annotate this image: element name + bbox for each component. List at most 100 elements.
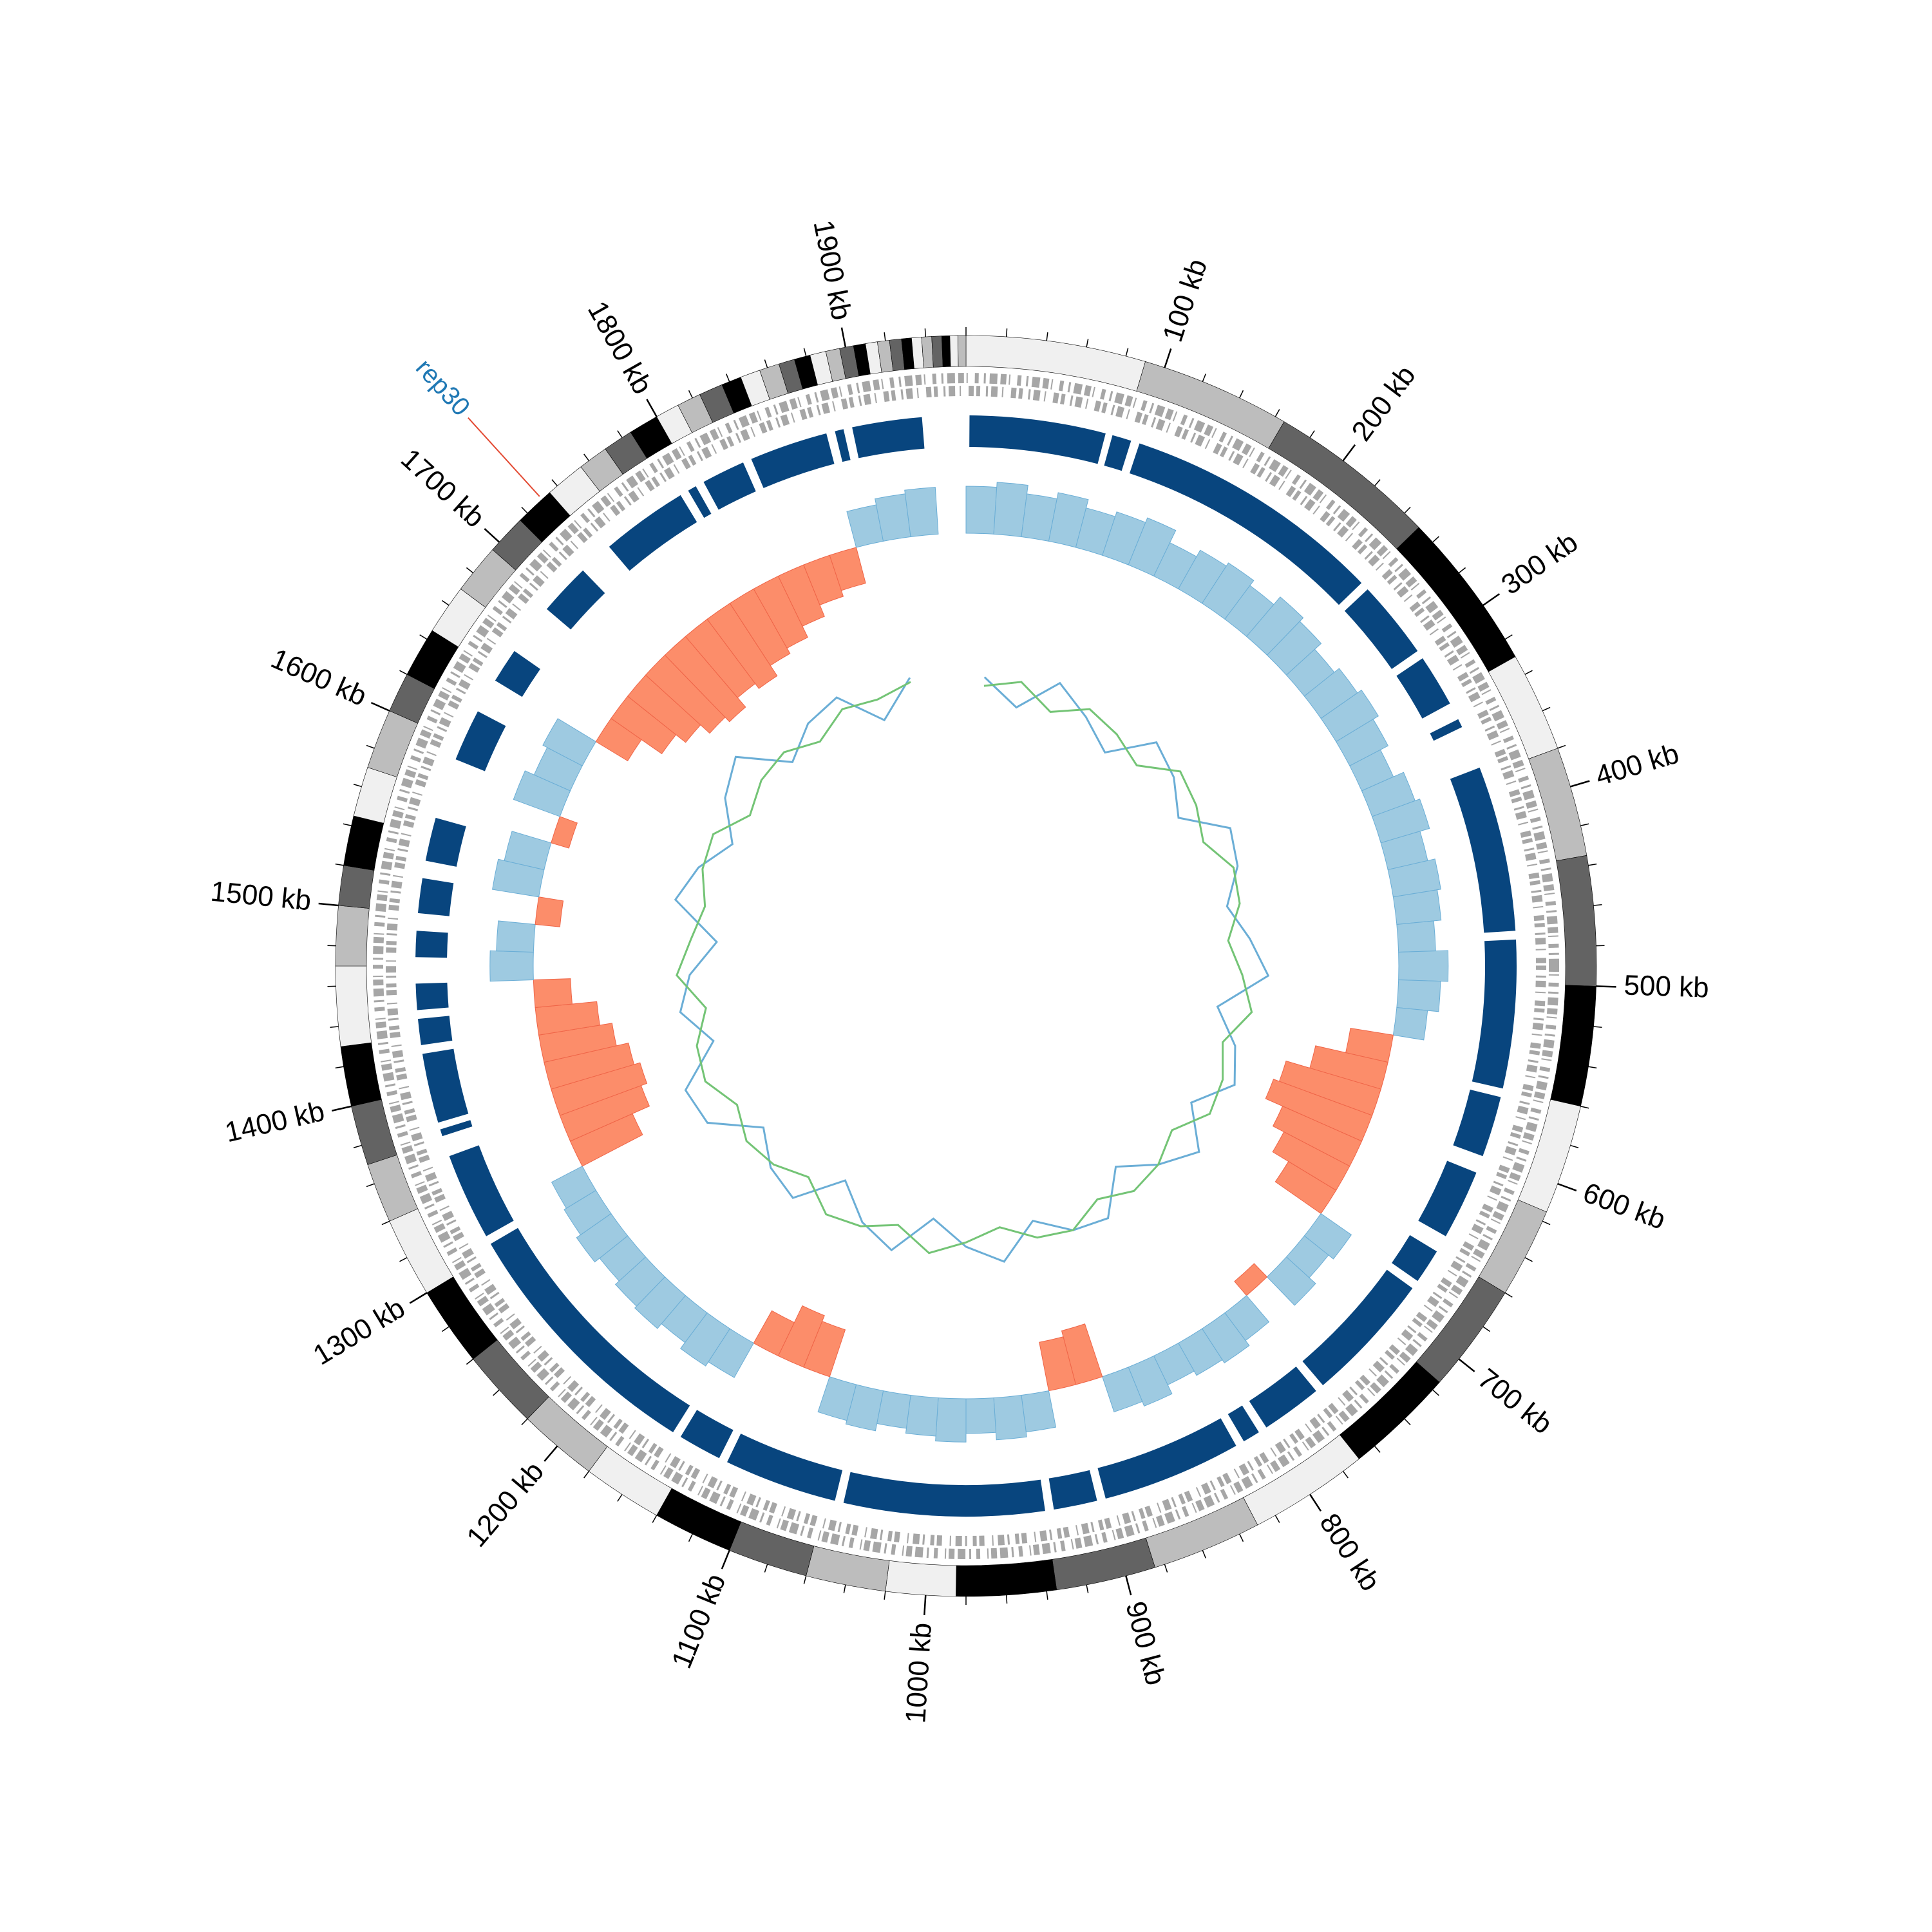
minor-tick [843, 1584, 846, 1593]
minor-tick [583, 453, 590, 461]
major-tick [409, 1292, 428, 1304]
ideogram-band [885, 1560, 957, 1597]
minor-tick [441, 1326, 450, 1332]
feature-block [727, 1434, 843, 1501]
tick-label: 900 kb [1119, 1598, 1171, 1689]
histogram-bar [753, 1310, 795, 1357]
feature-block [1249, 1367, 1316, 1428]
feature-block [1418, 1160, 1477, 1236]
histogram-bar [993, 1394, 1027, 1441]
ideogram-band [367, 1154, 419, 1222]
annotation-line [468, 417, 540, 497]
major-tick [646, 399, 658, 417]
tick-label: 1700 kb [395, 442, 491, 534]
minor-tick [1374, 479, 1381, 487]
feature-block [440, 1120, 473, 1137]
histogram-bar [803, 554, 844, 606]
feature-block [1396, 658, 1450, 719]
ideogram-band [343, 815, 384, 871]
feature-block [609, 495, 697, 571]
minor-tick [353, 1144, 362, 1148]
ideogram-band [389, 1208, 454, 1293]
tick-label: 1800 kb [582, 296, 659, 399]
feature-block [852, 417, 925, 459]
histogram-bar [533, 978, 573, 1009]
feature-block [425, 817, 466, 867]
ideogram-band [729, 1521, 815, 1577]
minor-tick [353, 784, 362, 788]
minor-tick [1588, 1066, 1597, 1069]
ideogram-band [1528, 748, 1587, 862]
minor-tick [617, 430, 623, 438]
ideogram-band [335, 965, 372, 1047]
tick-label: 600 kb [1579, 1177, 1670, 1236]
minor-tick [1458, 567, 1466, 574]
minor-tick [1342, 1471, 1349, 1479]
histogram-bar [538, 1023, 617, 1063]
minor-tick [1482, 1326, 1491, 1332]
minor-tick [335, 1066, 344, 1069]
histogram-bar [551, 1062, 648, 1116]
tick-label: 700 kb [1472, 1363, 1558, 1441]
major-tick [1309, 1493, 1322, 1512]
ideogram-band [527, 1396, 608, 1472]
minor-tick [688, 1533, 693, 1542]
histogram-bar [544, 1043, 635, 1090]
minor-tick [1542, 1220, 1551, 1226]
ideogram-band [958, 335, 967, 367]
histogram-bar [1265, 1079, 1373, 1142]
histogram-bar [1396, 920, 1436, 952]
feature-block [1430, 719, 1463, 741]
minor-tick [399, 1257, 408, 1262]
ideogram-band [1136, 361, 1285, 449]
major-tick [1125, 1575, 1132, 1596]
feature-block [495, 650, 540, 697]
feature-block [455, 711, 506, 772]
minor-tick [1580, 1106, 1589, 1109]
minor-tick [1202, 374, 1206, 382]
major-tick [923, 1595, 927, 1616]
minor-tick [1202, 1550, 1206, 1558]
feature-block [835, 429, 851, 462]
feature-block [751, 433, 835, 488]
ideogram-band [589, 1446, 672, 1516]
tick-label: 1500 kb [209, 876, 313, 917]
minor-tick [764, 359, 768, 368]
major-tick [1482, 593, 1501, 606]
feature-block [688, 486, 712, 518]
feature-block [680, 1410, 734, 1459]
histogram-bar [664, 636, 746, 723]
major-tick [1164, 348, 1172, 368]
gene-track [373, 373, 1559, 1559]
minor-tick [381, 1220, 390, 1226]
minor-tick [726, 374, 730, 382]
minor-tick [1524, 1257, 1533, 1262]
ideogram-band [351, 1099, 397, 1165]
minor-tick [1588, 863, 1597, 866]
minor-tick [493, 1389, 500, 1396]
minor-tick [764, 1564, 768, 1573]
minor-tick [803, 1575, 807, 1584]
major-tick [544, 1445, 558, 1462]
feature-block [969, 415, 1106, 464]
minor-tick [884, 1591, 886, 1600]
minor-tick [1374, 1445, 1381, 1453]
minor-tick [1309, 430, 1315, 438]
minor-tick [1580, 823, 1589, 826]
minor-tick [1504, 1292, 1513, 1298]
major-tick [1458, 1358, 1475, 1372]
feature-block [546, 570, 605, 630]
tick-label: 1200 kb [460, 1455, 550, 1553]
line-series [676, 681, 1253, 1255]
histogram-bar [1272, 1105, 1363, 1167]
minor-tick [1274, 409, 1280, 417]
tick-label: 100 kb [1157, 255, 1213, 346]
tick-label: 1300 kb [308, 1292, 410, 1371]
feature-block [1048, 1470, 1097, 1510]
feature-block [1104, 435, 1132, 471]
tick-label: 1000 kb [900, 1622, 938, 1724]
minor-tick [335, 863, 344, 866]
histogram-bar [1272, 1131, 1350, 1191]
histogram-bar [729, 588, 791, 667]
